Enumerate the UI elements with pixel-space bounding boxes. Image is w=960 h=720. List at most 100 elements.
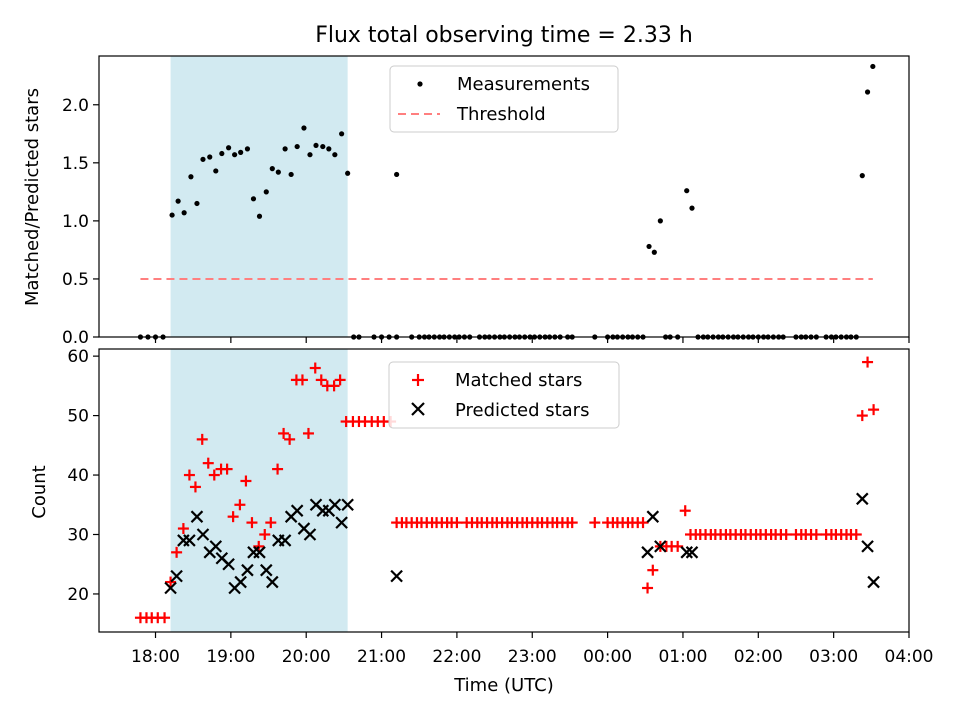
measurement-point [181,210,187,216]
top-ytick-label: 0.0 [62,328,89,348]
top-xticks [154,337,910,343]
matched-point [672,540,684,552]
xtick-label: 21:00 [357,647,406,667]
measurement-point [263,189,269,195]
predicted-point [856,492,869,506]
xtick-label: 20:00 [282,647,331,667]
matched-point [171,546,183,558]
bottom-ytick-label: 50 [67,407,89,427]
bottom-ytick-label: 20 [67,585,89,605]
predicted-point [183,534,196,547]
predicted-point [685,546,699,559]
measurement-point [226,145,232,151]
matched-point [196,433,208,445]
predicted-point [253,546,266,559]
measurement-point [269,166,275,172]
xtick-label: 04:00 [885,647,934,667]
measurement-point [207,154,213,160]
matched-point [850,528,862,540]
measurement-point [332,152,338,158]
predicted-point [303,528,317,541]
top-legend: Measurements Threshold [389,65,619,133]
matched-point [642,582,654,594]
matched-point [862,356,874,368]
bottom-y-axis-label: Count [29,465,50,518]
bottom-legend: Matched stars Predicted stars [388,361,620,429]
predicted-point [241,563,254,577]
top-legend-box [389,65,619,133]
matched-point [165,576,177,588]
top-ytick-label: 0.5 [62,270,89,290]
bottom-ytick-label: 60 [67,347,89,367]
predicted-point [234,575,247,589]
predicted-point [341,498,354,512]
matched-point [856,410,868,422]
measurement-point [326,146,332,152]
measurement-point [250,196,257,202]
measurement-point [345,170,351,176]
matched-point [177,523,189,535]
bottom-legend-box [388,361,620,429]
matched-point [265,517,277,529]
chart-title: Flux total observing time = 2.33 h [315,23,693,48]
predicted-point [335,516,348,529]
matched-point [810,528,822,540]
predicted-point [328,498,342,512]
legend-label-measurements: Measurements [457,74,590,95]
measurement-point [232,152,238,158]
top-ytick-label: 1.0 [62,212,89,232]
matched-point [302,427,314,439]
predicted-point [390,569,403,583]
matched-point [589,517,601,529]
matched-point [259,528,271,540]
matched-point [202,457,214,469]
measurement-point [689,205,695,211]
measurement-point [307,152,313,158]
measurement-point [213,168,219,174]
top-panel: 0.00.51.01.52.0 Matched/Predicted stars … [22,55,910,348]
matched-point [780,528,792,540]
matched-point [868,404,880,416]
bottom-xticks: 18:00 19:00 20:00 21:00 22:00 23:00 00:00 01:00… [131,632,934,667]
matched-point [296,374,308,386]
matched-point [284,433,296,445]
xtick-label: 00:00 [583,647,632,667]
predicted-point [680,546,693,559]
legend-marker-measurements [417,81,423,87]
matched-point [221,463,233,475]
matched-point [637,517,649,529]
measurement-point [657,218,663,224]
measurement-point [294,143,300,150]
bottom-ytick-label: 40 [67,466,89,486]
predicted-point [266,575,279,589]
predicted-point [222,557,235,571]
measurement-point [169,212,175,218]
measurement-point [646,243,652,250]
bottom-axes-frame [98,348,910,633]
measurement-point [651,249,657,255]
xtick-label: 22:00 [432,647,481,667]
bottom-matched-layer [134,356,880,624]
bottom-ytick-label: 30 [67,525,89,545]
matched-point [234,499,246,511]
bottom-shaded-span [170,349,348,632]
predicted-point [290,504,304,517]
legend-marker-matched [412,374,424,386]
measurement-point [394,171,400,178]
predicted-point [641,546,654,559]
predicted-point [170,569,183,583]
xtick-label: 18:00 [131,647,180,667]
measurement-point [301,125,307,131]
predicted-point [646,510,660,523]
top-yticks: 0.0 0.5 1.0 1.5 2.0 [62,96,99,348]
matched-point [315,374,327,386]
matched-point [189,481,201,493]
top-axes-frame [98,55,910,338]
measurement-point [219,150,225,157]
matched-point [566,517,578,529]
predicted-point [278,534,292,547]
x-axis-label: Time (UTC) [453,675,554,696]
legend-label-matched: Matched stars [455,370,582,391]
measurement-point [313,142,319,149]
